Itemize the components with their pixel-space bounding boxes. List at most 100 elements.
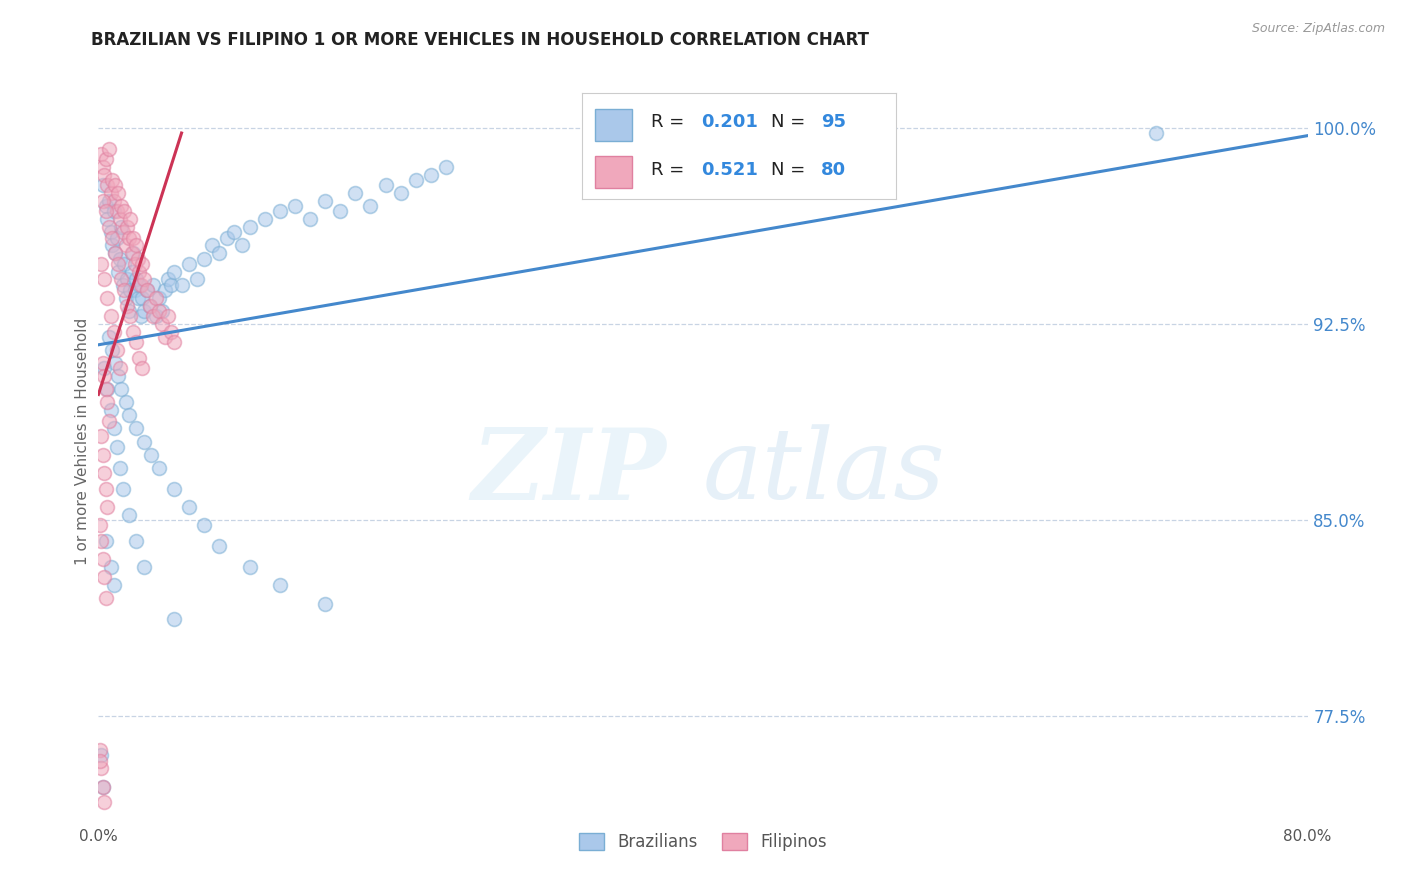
- Point: [100, 226, 122, 240]
- Point: [93, 272, 115, 286]
- Point: [148, 303, 170, 318]
- Point: [89, 754, 111, 768]
- Point: [120, 283, 142, 297]
- Point: [101, 343, 124, 357]
- Point: [150, 317, 173, 331]
- Point: [91, 780, 114, 794]
- Point: [94, 533, 117, 548]
- Point: [101, 173, 124, 187]
- Point: [253, 212, 276, 227]
- Point: [299, 212, 322, 227]
- Point: [111, 482, 134, 496]
- Point: [96, 500, 118, 514]
- Point: [120, 309, 142, 323]
- Point: [103, 204, 125, 219]
- Point: [108, 212, 131, 227]
- Point: [239, 560, 262, 574]
- Point: [160, 325, 183, 339]
- Point: [93, 570, 115, 584]
- Point: [90, 533, 112, 548]
- Point: [405, 173, 427, 187]
- Point: [115, 299, 138, 313]
- Point: [105, 343, 128, 357]
- Point: [121, 264, 143, 278]
- Point: [170, 277, 193, 292]
- Point: [96, 382, 118, 396]
- Point: [98, 220, 121, 235]
- Point: [98, 330, 121, 344]
- Point: [94, 382, 117, 396]
- Point: [114, 395, 136, 409]
- Text: atlas: atlas: [703, 425, 946, 519]
- Point: [163, 482, 186, 496]
- Point: [122, 230, 145, 244]
- Point: [1144, 126, 1167, 140]
- Point: [94, 152, 117, 166]
- Point: [153, 330, 176, 344]
- Point: [112, 283, 135, 297]
- Point: [141, 448, 163, 462]
- Point: [96, 178, 118, 193]
- Point: [89, 743, 111, 757]
- Point: [110, 272, 132, 286]
- Y-axis label: 1 or more Vehicles in Household: 1 or more Vehicles in Household: [75, 318, 90, 566]
- Point: [145, 309, 167, 323]
- Point: [94, 204, 117, 219]
- Point: [105, 440, 128, 454]
- Point: [93, 795, 115, 809]
- Point: [125, 238, 148, 252]
- Point: [129, 309, 152, 323]
- Point: [142, 277, 165, 292]
- Point: [118, 508, 141, 522]
- Point: [128, 264, 150, 278]
- Point: [114, 238, 136, 252]
- Point: [208, 246, 231, 260]
- Point: [344, 186, 367, 201]
- Point: [107, 186, 129, 201]
- Point: [239, 220, 262, 235]
- Point: [269, 578, 291, 592]
- Point: [112, 204, 135, 219]
- Point: [179, 257, 201, 271]
- Point: [125, 533, 148, 548]
- Point: [179, 500, 201, 514]
- Point: [284, 199, 307, 213]
- Point: [91, 780, 114, 794]
- Point: [122, 246, 145, 260]
- Point: [105, 204, 128, 219]
- Point: [91, 448, 114, 462]
- Point: [118, 230, 141, 244]
- Point: [98, 194, 121, 208]
- Point: [107, 369, 129, 384]
- Point: [90, 748, 112, 763]
- Point: [118, 409, 141, 423]
- Point: [163, 335, 186, 350]
- Point: [231, 238, 253, 252]
- Point: [91, 194, 114, 208]
- Point: [108, 361, 131, 376]
- Point: [201, 238, 224, 252]
- Point: [110, 382, 132, 396]
- Point: [148, 291, 170, 305]
- Point: [103, 421, 125, 435]
- Point: [94, 199, 117, 213]
- Legend: Brazilians, Filipinos: Brazilians, Filipinos: [572, 826, 834, 858]
- Point: [122, 325, 145, 339]
- Point: [110, 199, 132, 213]
- Point: [163, 264, 186, 278]
- Point: [139, 299, 162, 313]
- Point: [93, 369, 115, 384]
- Point: [389, 186, 412, 201]
- Point: [129, 277, 152, 292]
- Point: [127, 252, 149, 266]
- Point: [163, 612, 186, 626]
- Point: [148, 460, 170, 475]
- Point: [101, 230, 124, 244]
- Point: [115, 272, 138, 286]
- Point: [104, 178, 127, 193]
- Text: ZIP: ZIP: [472, 424, 666, 520]
- Point: [89, 518, 111, 533]
- Point: [96, 212, 118, 227]
- Point: [114, 291, 136, 305]
- Point: [132, 272, 155, 286]
